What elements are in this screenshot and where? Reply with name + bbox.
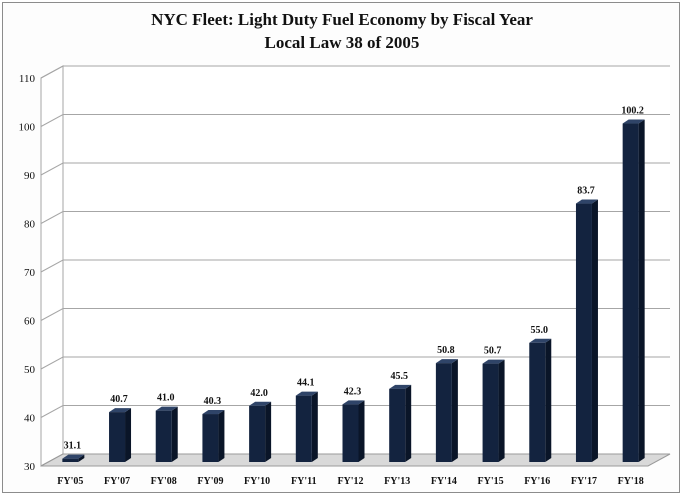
data-label: 100.2	[621, 106, 644, 117]
y-tick-label: 40	[24, 413, 36, 425]
y-tick-label: 100	[19, 122, 36, 134]
bar-top	[575, 199, 598, 204]
x-tick-label: FY'09	[197, 476, 223, 487]
chart-title: NYC Fleet: Light Duty Fuel Economy by Fi…	[151, 10, 533, 29]
bar	[529, 342, 546, 462]
y-tick-label: 30	[24, 461, 36, 473]
bar-side	[545, 338, 552, 462]
bar	[62, 458, 79, 462]
data-label: 42.0	[250, 388, 268, 399]
bar-side	[591, 199, 598, 462]
bar-top	[435, 359, 458, 364]
data-label: 45.5	[390, 371, 408, 382]
x-tick-label: FY'16	[524, 476, 550, 487]
bar-side	[405, 384, 412, 462]
bar	[575, 203, 592, 462]
bar-top	[389, 384, 412, 389]
y-tick-label: 70	[24, 267, 36, 279]
y-tick-label: 80	[24, 219, 36, 231]
x-tick-label: FY'14	[431, 476, 457, 487]
bar-top	[202, 410, 225, 415]
data-label: 50.8	[437, 345, 455, 356]
bar	[389, 388, 406, 462]
gridline	[40, 162, 670, 176]
x-tick-label: FY'05	[57, 476, 83, 487]
bar-top	[342, 400, 365, 405]
bar	[342, 404, 359, 462]
x-tick-label: FY'08	[151, 476, 177, 487]
bar	[482, 363, 499, 462]
bar-side	[218, 410, 225, 462]
bar-top	[155, 406, 178, 411]
data-label: 44.1	[297, 378, 315, 389]
bar-top	[529, 338, 552, 343]
bar	[249, 405, 266, 462]
bar-top	[249, 401, 272, 406]
x-tick-label: FY'12	[337, 476, 363, 487]
x-tick-label: FY'18	[618, 476, 644, 487]
gridline	[40, 405, 670, 418]
bar	[295, 395, 312, 462]
data-label: 50.7	[484, 346, 502, 357]
bar-top	[62, 454, 85, 459]
bar-top	[109, 408, 132, 413]
data-label: 55.0	[531, 325, 549, 336]
bar-side	[311, 391, 318, 462]
gridline	[40, 308, 670, 321]
data-label: 40.7	[110, 394, 128, 405]
data-label: 40.3	[204, 396, 222, 407]
bar-side	[451, 359, 458, 462]
y-tick-label: 50	[24, 364, 36, 376]
data-label: 42.3	[344, 386, 362, 397]
bar-side	[498, 359, 505, 462]
bar-side	[78, 454, 85, 462]
data-label: 83.7	[577, 186, 595, 197]
bar	[155, 410, 172, 462]
gridline	[40, 65, 670, 79]
x-tick-label: FY'10	[244, 476, 270, 487]
chart-subtitle: Local Law 38 of 2005	[264, 33, 420, 52]
bar-side	[638, 119, 645, 462]
bar-top	[622, 119, 645, 124]
gridline	[40, 259, 670, 273]
data-label: 31.1	[64, 441, 82, 452]
bar	[435, 363, 452, 462]
y-tick-label: 60	[24, 316, 36, 328]
bar-side	[265, 401, 272, 462]
bar-top	[295, 391, 318, 396]
x-tick-label: FY'13	[384, 476, 410, 487]
bar-side	[171, 406, 178, 462]
x-tick-label: FY'17	[571, 476, 597, 487]
y-tick-label: 110	[19, 73, 36, 85]
bar-side	[358, 400, 365, 462]
bar-top	[482, 359, 505, 364]
x-tick-label: FY'15	[478, 476, 504, 487]
x-tick-label: FY'07	[104, 476, 130, 487]
bar	[622, 123, 639, 462]
gridline	[40, 211, 670, 224]
y-tick-label: 90	[24, 170, 36, 182]
data-label: 41.0	[157, 393, 175, 404]
gridline	[40, 114, 670, 127]
bar	[202, 414, 219, 462]
gridline	[40, 356, 670, 370]
bar	[109, 412, 126, 462]
bar-side	[125, 408, 132, 462]
x-tick-label: FY'11	[291, 476, 317, 487]
